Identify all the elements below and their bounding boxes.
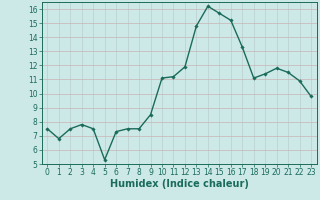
X-axis label: Humidex (Indice chaleur): Humidex (Indice chaleur): [110, 179, 249, 189]
